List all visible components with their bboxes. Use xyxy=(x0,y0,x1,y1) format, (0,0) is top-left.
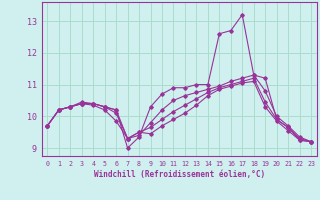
X-axis label: Windchill (Refroidissement éolien,°C): Windchill (Refroidissement éolien,°C) xyxy=(94,170,265,179)
